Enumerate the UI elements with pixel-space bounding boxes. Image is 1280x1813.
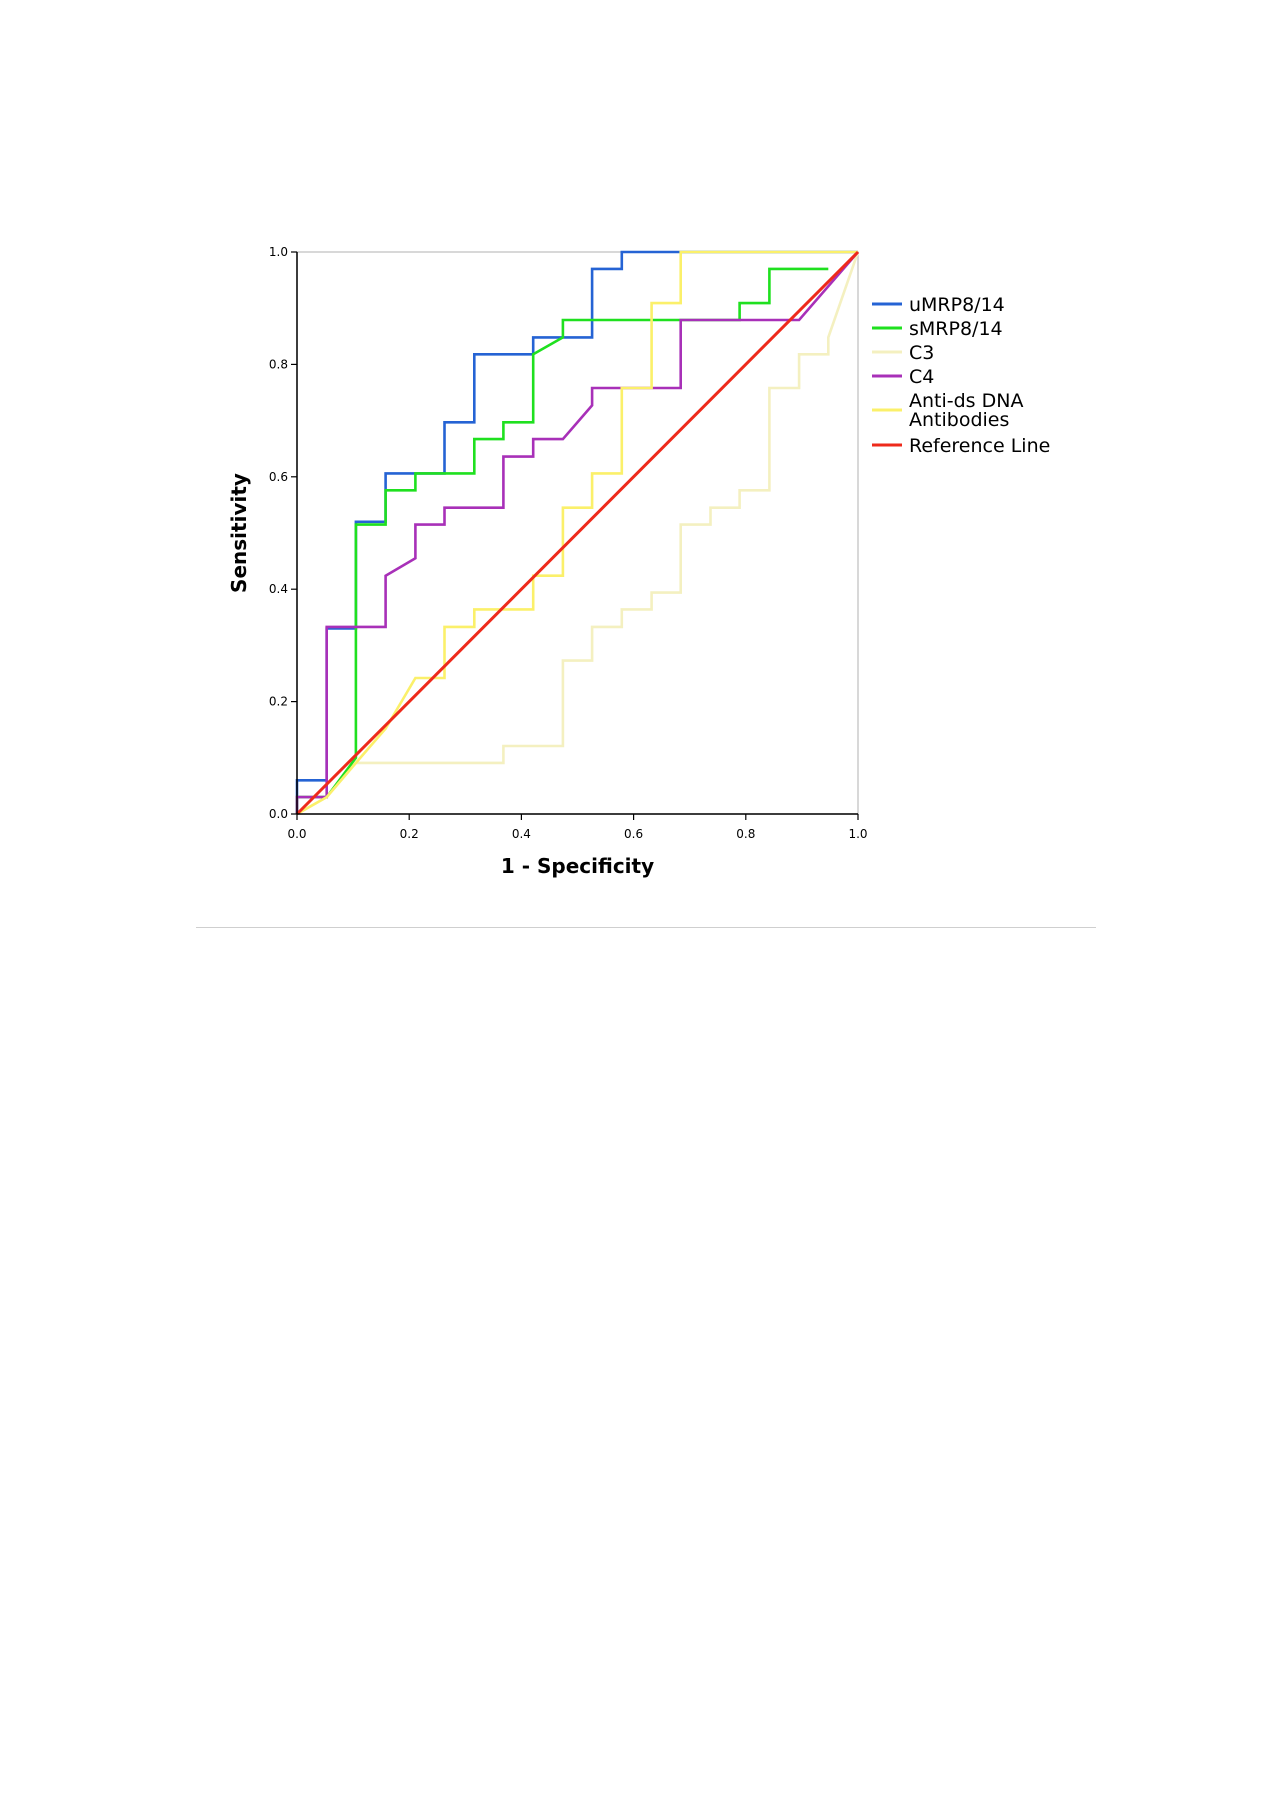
series-line-0: [295, 250, 858, 814]
legend-label-3: C4: [909, 366, 934, 388]
x-axis-title: 1 - Specificity: [501, 854, 654, 878]
axes: 0.0 0.2 0.4 0.6 0.8 1.0 0.0 0.2 0.4 0.6 0.8 1.0 1 - …: [227, 245, 868, 878]
series-line-2: [296, 251, 860, 816]
series-line-3: [295, 251, 859, 814]
y-tick-label-5: 1.0: [269, 245, 288, 259]
legend-label-4-1: Antibodies: [909, 409, 1009, 431]
legend-label-0: uMRP8/14: [909, 294, 1005, 316]
x-tick-label-5: 1.0: [848, 827, 867, 841]
series-line-5: [295, 250, 860, 816]
x-tick-label-1: 0.2: [400, 827, 419, 841]
y-tick-label-3: 0.6: [269, 470, 288, 484]
page-divider: [196, 927, 1096, 928]
y-tick-label-0: 0.0: [269, 807, 288, 821]
legend-label-2: C3: [909, 342, 934, 364]
plot-area: [295, 250, 860, 816]
y-tick-label-4: 0.8: [269, 357, 288, 371]
legend-label-5: Reference Line: [909, 435, 1050, 457]
y-tick-label-1: 0.2: [269, 695, 288, 709]
series-line-4: [296, 250, 858, 816]
y-axis-title: Sensitivity: [227, 473, 251, 593]
x-tick-label-4: 0.8: [736, 827, 755, 841]
x-tick-label-2: 0.4: [512, 827, 531, 841]
x-tick-label-3: 0.6: [624, 827, 643, 841]
series-line-1: [295, 267, 829, 814]
legend-label-1: sMRP8/14: [909, 318, 1003, 340]
y-tick-label-2: 0.4: [269, 582, 288, 596]
x-tick-label-0: 0.0: [287, 827, 306, 841]
legend-label-4-0: Anti-ds DNA: [909, 390, 1023, 412]
